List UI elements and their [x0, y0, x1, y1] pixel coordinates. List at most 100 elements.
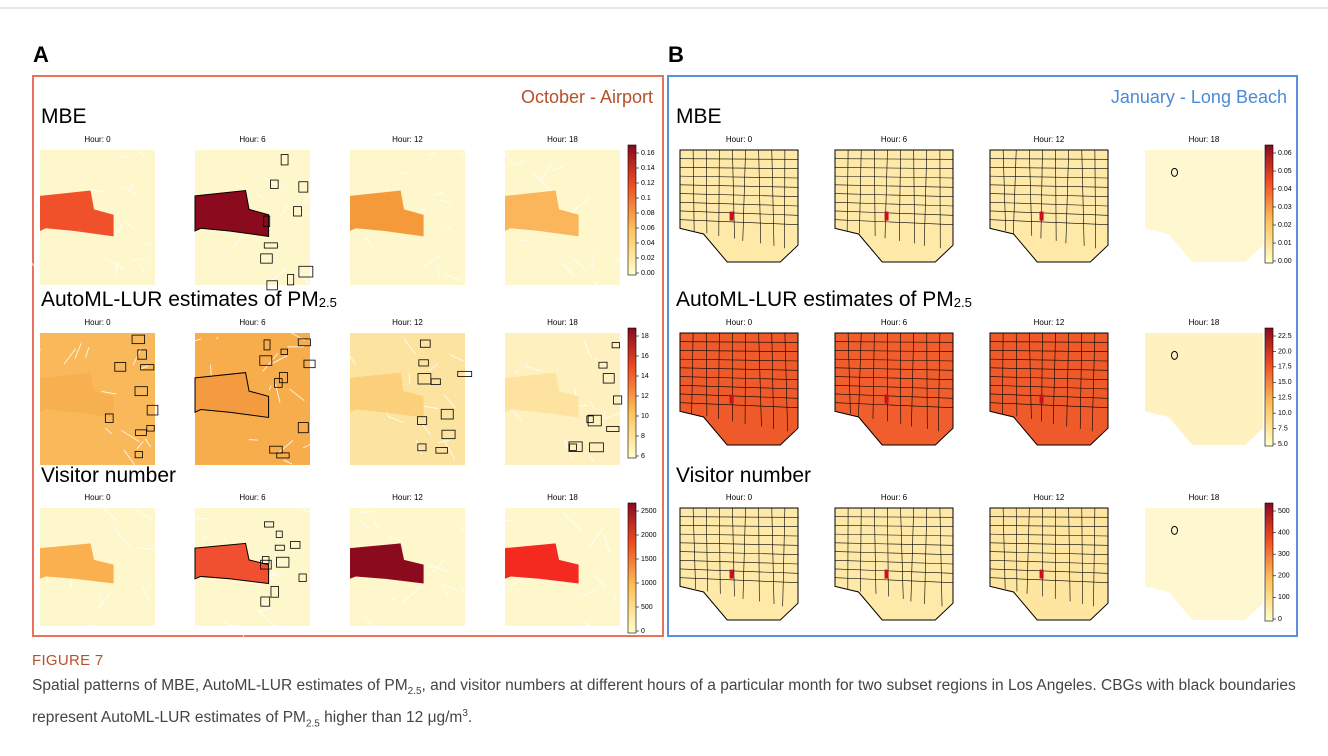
high-pm-cbg	[260, 596, 271, 607]
map-boundary	[1081, 149, 1085, 246]
map-boundary	[858, 332, 862, 417]
map-boundary	[99, 592, 103, 605]
high-pm-cbg	[440, 408, 454, 420]
map-boundary	[732, 149, 735, 239]
hour-label: Hour: 0	[726, 135, 753, 144]
high-pm-cbg	[135, 429, 147, 436]
map-boundary	[834, 384, 954, 390]
high-pm-cbg	[270, 179, 279, 189]
colorbar-label: 400	[1278, 529, 1290, 536]
high-pm-cbg	[435, 447, 448, 454]
high-pm-cbg	[298, 573, 307, 582]
colorbar-label: 6	[641, 453, 645, 460]
hour-label: Hour: 18	[1189, 135, 1220, 144]
hour-label: Hour: 12	[1034, 493, 1065, 502]
map-boundary	[603, 533, 610, 553]
hotspot	[884, 569, 889, 579]
hour-label: Hour: 6	[881, 493, 908, 502]
map-boundary	[364, 236, 374, 248]
map-boundary	[422, 424, 432, 436]
colorbar-label: 12	[641, 393, 649, 400]
map-boundary	[834, 175, 954, 179]
map-boundary	[613, 594, 617, 600]
colorbar-label: 100	[1278, 594, 1290, 601]
map-boundary	[834, 559, 954, 565]
high-pm-cbg	[269, 445, 283, 454]
hotspot	[884, 394, 889, 404]
map-boundary	[834, 158, 954, 160]
colorbar-label: 0.04	[1278, 186, 1292, 193]
high-pm-cbg	[287, 274, 295, 286]
colorbar-label: 0.1	[641, 195, 651, 202]
high-pm-cbg	[270, 585, 279, 598]
high-pm-cbg	[1171, 525, 1178, 535]
map-boundary	[1065, 149, 1069, 244]
map-region	[989, 149, 1109, 263]
colorbar-label: 0.05	[1278, 168, 1292, 175]
hour-label: Hour: 6	[881, 318, 908, 327]
map-boundary	[422, 255, 440, 269]
map-boundary	[123, 449, 138, 470]
colorbar	[627, 327, 637, 459]
map-boundary	[138, 150, 145, 158]
high-pm-cbg	[293, 206, 302, 217]
map-boundary	[938, 332, 941, 432]
map-boundary	[679, 219, 799, 225]
map-boundary	[679, 568, 799, 574]
caption-text: higher than 12 μg/m	[319, 709, 463, 727]
map-boundary	[989, 516, 1109, 518]
map-boundary	[302, 193, 312, 204]
map-boundary	[460, 153, 471, 158]
colorbar-label: 0.08	[641, 210, 655, 217]
high-pm-cbg	[276, 556, 290, 568]
colorbar-label: 0.04	[641, 240, 655, 247]
map-region	[679, 507, 799, 621]
map-boundary	[911, 332, 914, 427]
colorbar-label: 16	[641, 353, 649, 360]
map-boundary	[416, 440, 422, 455]
map-boundary	[136, 547, 157, 550]
map-boundary	[782, 507, 786, 607]
map-boundary	[989, 568, 1109, 574]
colorbar-label: 0.01	[1278, 240, 1292, 247]
map-boundary	[989, 350, 1109, 352]
map-boundary	[210, 364, 212, 376]
map-boundary	[834, 219, 954, 225]
map-boundary	[128, 182, 135, 192]
map-boundary	[510, 407, 522, 422]
map-boundary	[834, 193, 954, 197]
map-boundary	[834, 210, 954, 216]
row-title: MBE	[676, 105, 722, 128]
map-boundary	[679, 376, 799, 380]
map-boundary	[563, 439, 573, 459]
high-pm-cbg	[587, 414, 602, 427]
map-boundary	[679, 577, 799, 583]
map-boundary	[989, 559, 1109, 565]
airport-region	[505, 190, 579, 237]
high-pm-cbg	[457, 370, 473, 377]
map-boundary	[105, 427, 113, 434]
hotspot	[884, 211, 889, 221]
row-title-text: AutoML-LUR estimates of PM	[676, 288, 954, 311]
figure: A October - Airport MBE Hour: 0 Hour: 6 Hour:…	[0, 7, 1328, 637]
caption-sub: 2.5	[407, 686, 422, 698]
map-boundary	[594, 357, 607, 366]
hour-label: Hour: 0	[84, 135, 111, 144]
map-boundary	[278, 440, 294, 454]
high-pm-cbg	[134, 451, 143, 459]
map-boundary	[679, 350, 799, 352]
colorbar-label: 10	[641, 413, 649, 420]
map-boundary	[569, 256, 589, 272]
map-boundary	[135, 510, 153, 520]
high-pm-cbg	[613, 395, 623, 405]
map-boundary	[1093, 507, 1096, 607]
map-boundary	[121, 430, 140, 443]
high-pm-cbg	[114, 362, 127, 372]
map-boundary	[589, 400, 595, 409]
map-boundary	[771, 507, 775, 604]
map-boundary	[989, 193, 1109, 197]
map-boundary	[834, 350, 954, 352]
map-boundary	[583, 338, 593, 359]
map-boundary	[989, 551, 1109, 555]
